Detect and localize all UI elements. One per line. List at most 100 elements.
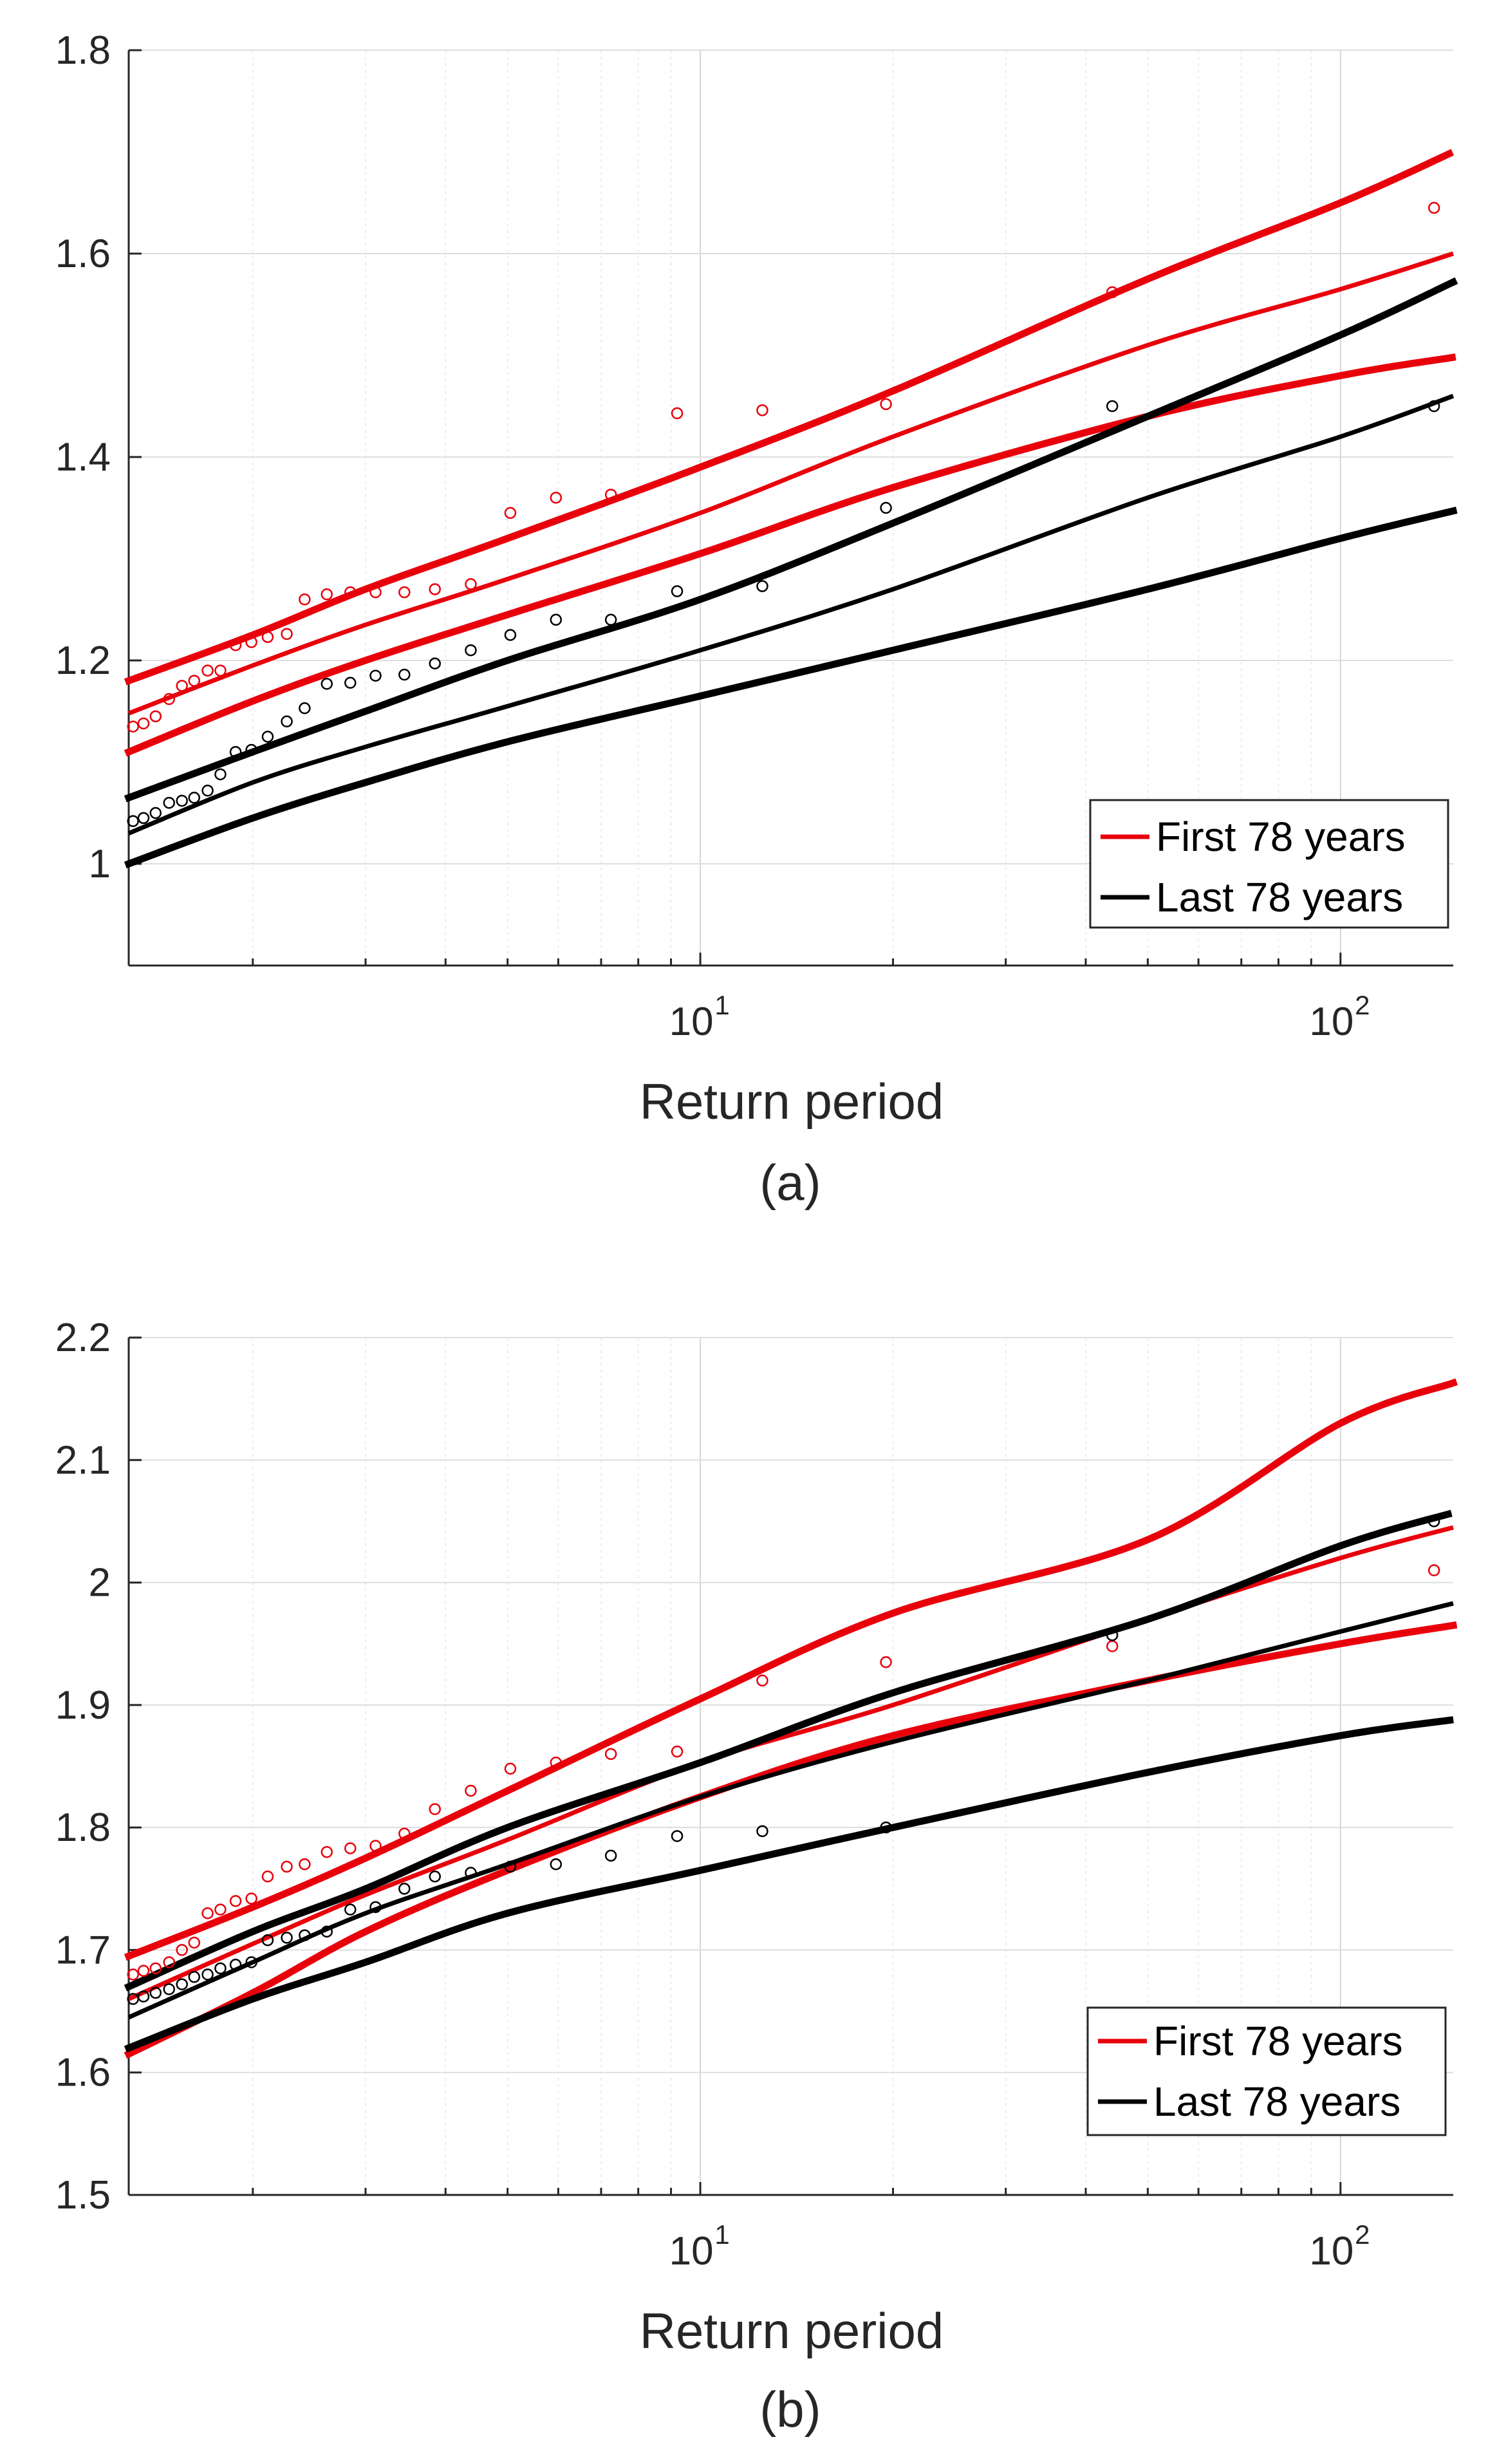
b-data-point-first [245, 1892, 257, 1905]
a-data-point-first [880, 398, 892, 411]
b-data-point-first [127, 1968, 139, 1981]
a-data-point-first [1427, 201, 1440, 214]
b-data-point-first [504, 1762, 517, 1775]
b-y-tick-label: 1.5 [55, 2173, 111, 2217]
panel-a-x-tick-labels: 10 1 10 2 [669, 990, 1370, 1044]
a-data-point-first [504, 507, 517, 519]
b-data-point-last [504, 1860, 517, 1873]
b-data-point-last [465, 1867, 477, 1879]
panel-a-curves [124, 147, 1458, 869]
a-data-point-first [245, 636, 257, 648]
a-data-point-last [163, 796, 175, 809]
b-y-tick-label: 1.8 [55, 1806, 111, 1850]
b-data-point-first [671, 1745, 683, 1758]
b-ci-line-5 [124, 1715, 1458, 2053]
a-data-point-first [550, 491, 563, 504]
a-data-point-first [261, 631, 274, 643]
a-y-tick-label: 1.6 [55, 232, 111, 276]
b-data-point-first [137, 1965, 150, 1977]
a-data-point-first [369, 586, 382, 599]
b-data-point-last [1106, 1629, 1119, 1641]
a-data-point-first [127, 720, 139, 733]
b-data-point-last [176, 1978, 188, 1990]
b-data-point-last [756, 1825, 768, 1838]
b-data-point-last [188, 1971, 201, 1983]
a-data-point-last [176, 794, 188, 807]
b-data-point-first [299, 1858, 311, 1871]
panel-a-points [127, 201, 1440, 827]
b-data-point-last [321, 1925, 333, 1938]
a-data-point-first [671, 407, 683, 420]
a-x-tick-label-exponent: 1 [714, 990, 729, 1020]
a-data-point-last [550, 613, 563, 626]
b-data-point-last [429, 1871, 441, 1883]
b-data-point-first [261, 1871, 274, 1883]
b-data-point-last [299, 1929, 311, 1941]
b-ci-line-4 [124, 1508, 1458, 1992]
b-data-point-last [245, 1956, 257, 1968]
a-data-point-last [299, 702, 311, 714]
a-data-point-last [604, 613, 617, 626]
panel-a-legend-label-first: First 78 years [1156, 814, 1406, 860]
a-x-tick-label-exponent: 2 [1355, 990, 1370, 1020]
b-data-point-first [229, 1895, 242, 1907]
panel-a: 11.21.41.61.8 10 1 10 2 Return period (a) F… [55, 28, 1458, 1211]
b-data-point-first [550, 1757, 563, 1769]
panel-a-legend-box [1089, 799, 1449, 929]
a-ci-line-4 [124, 277, 1458, 803]
a-data-point-last [465, 644, 477, 657]
a-data-point-first [465, 578, 477, 590]
panel-b-curves [124, 1378, 1458, 2059]
a-y-tick-label: 1.2 [55, 639, 111, 683]
b-data-point-first [321, 1845, 333, 1858]
a-data-point-last [1106, 400, 1119, 413]
b-data-point-last [149, 1986, 162, 1999]
a-data-point-last [504, 629, 517, 641]
panel-a-caption: (a) [759, 1154, 821, 1211]
panel-a-legend-label-last: Last 78 years [1156, 874, 1403, 920]
a-x-tick-label-base: 10 [669, 1000, 714, 1044]
a-data-point-first [299, 593, 311, 606]
a-data-point-first [176, 680, 188, 692]
a-data-point-first [429, 583, 441, 595]
b-data-point-last [281, 1932, 293, 1944]
panel-a-y-tick-labels: 1 1.2 1.4 1.6 1.8 [55, 28, 111, 886]
a-data-point-last [127, 815, 139, 827]
panel-b-legend-box [1086, 2006, 1447, 2136]
b-data-point-last [369, 1901, 382, 1914]
b-y-tick-label: 1.7 [55, 1928, 111, 1972]
b-data-point-first [398, 1827, 411, 1840]
b-x-tick-label-exponent: 2 [1355, 2219, 1370, 2250]
a-data-point-first [229, 639, 242, 651]
b-y-tick-label: 1.9 [55, 1683, 111, 1728]
panel-b-x-tick-labels: 10 1 10 2 [669, 2219, 1370, 2273]
panel-a-x-axis-title: Return period [640, 1073, 944, 1130]
a-data-point-last [261, 731, 274, 743]
panel-b-legend: First 78 years Last 78 years [1086, 2006, 1447, 2136]
a-data-point-last [188, 792, 201, 804]
b-data-point-last [344, 1903, 357, 1916]
a-fit-line-0 [127, 251, 1455, 716]
b-data-point-last [604, 1849, 617, 1862]
b-ci-line-1 [124, 1378, 1458, 1961]
a-data-point-last [344, 677, 357, 689]
a-x-tick-label-base: 10 [1309, 1000, 1353, 1044]
a-data-point-last [1427, 400, 1440, 413]
a-data-point-first [604, 489, 617, 501]
a-data-point-first [321, 588, 333, 601]
a-data-point-last [137, 812, 150, 825]
a-data-point-last [756, 580, 768, 592]
b-data-point-first [369, 1840, 382, 1852]
b-data-point-first [281, 1860, 293, 1873]
b-fit-line-3 [127, 1601, 1454, 2020]
a-data-point-first [201, 664, 214, 677]
b-data-point-last [214, 1962, 227, 1975]
a-data-point-first [137, 717, 150, 730]
panel-a-axes [127, 49, 1453, 967]
b-data-point-first [176, 1944, 188, 1956]
b-data-point-last [261, 1934, 274, 1946]
b-y-tick-label: 1.6 [55, 2051, 111, 2095]
b-y-tick-label: 2.2 [55, 1316, 111, 1360]
a-data-point-last [214, 768, 227, 781]
b-data-point-last [671, 1830, 683, 1842]
